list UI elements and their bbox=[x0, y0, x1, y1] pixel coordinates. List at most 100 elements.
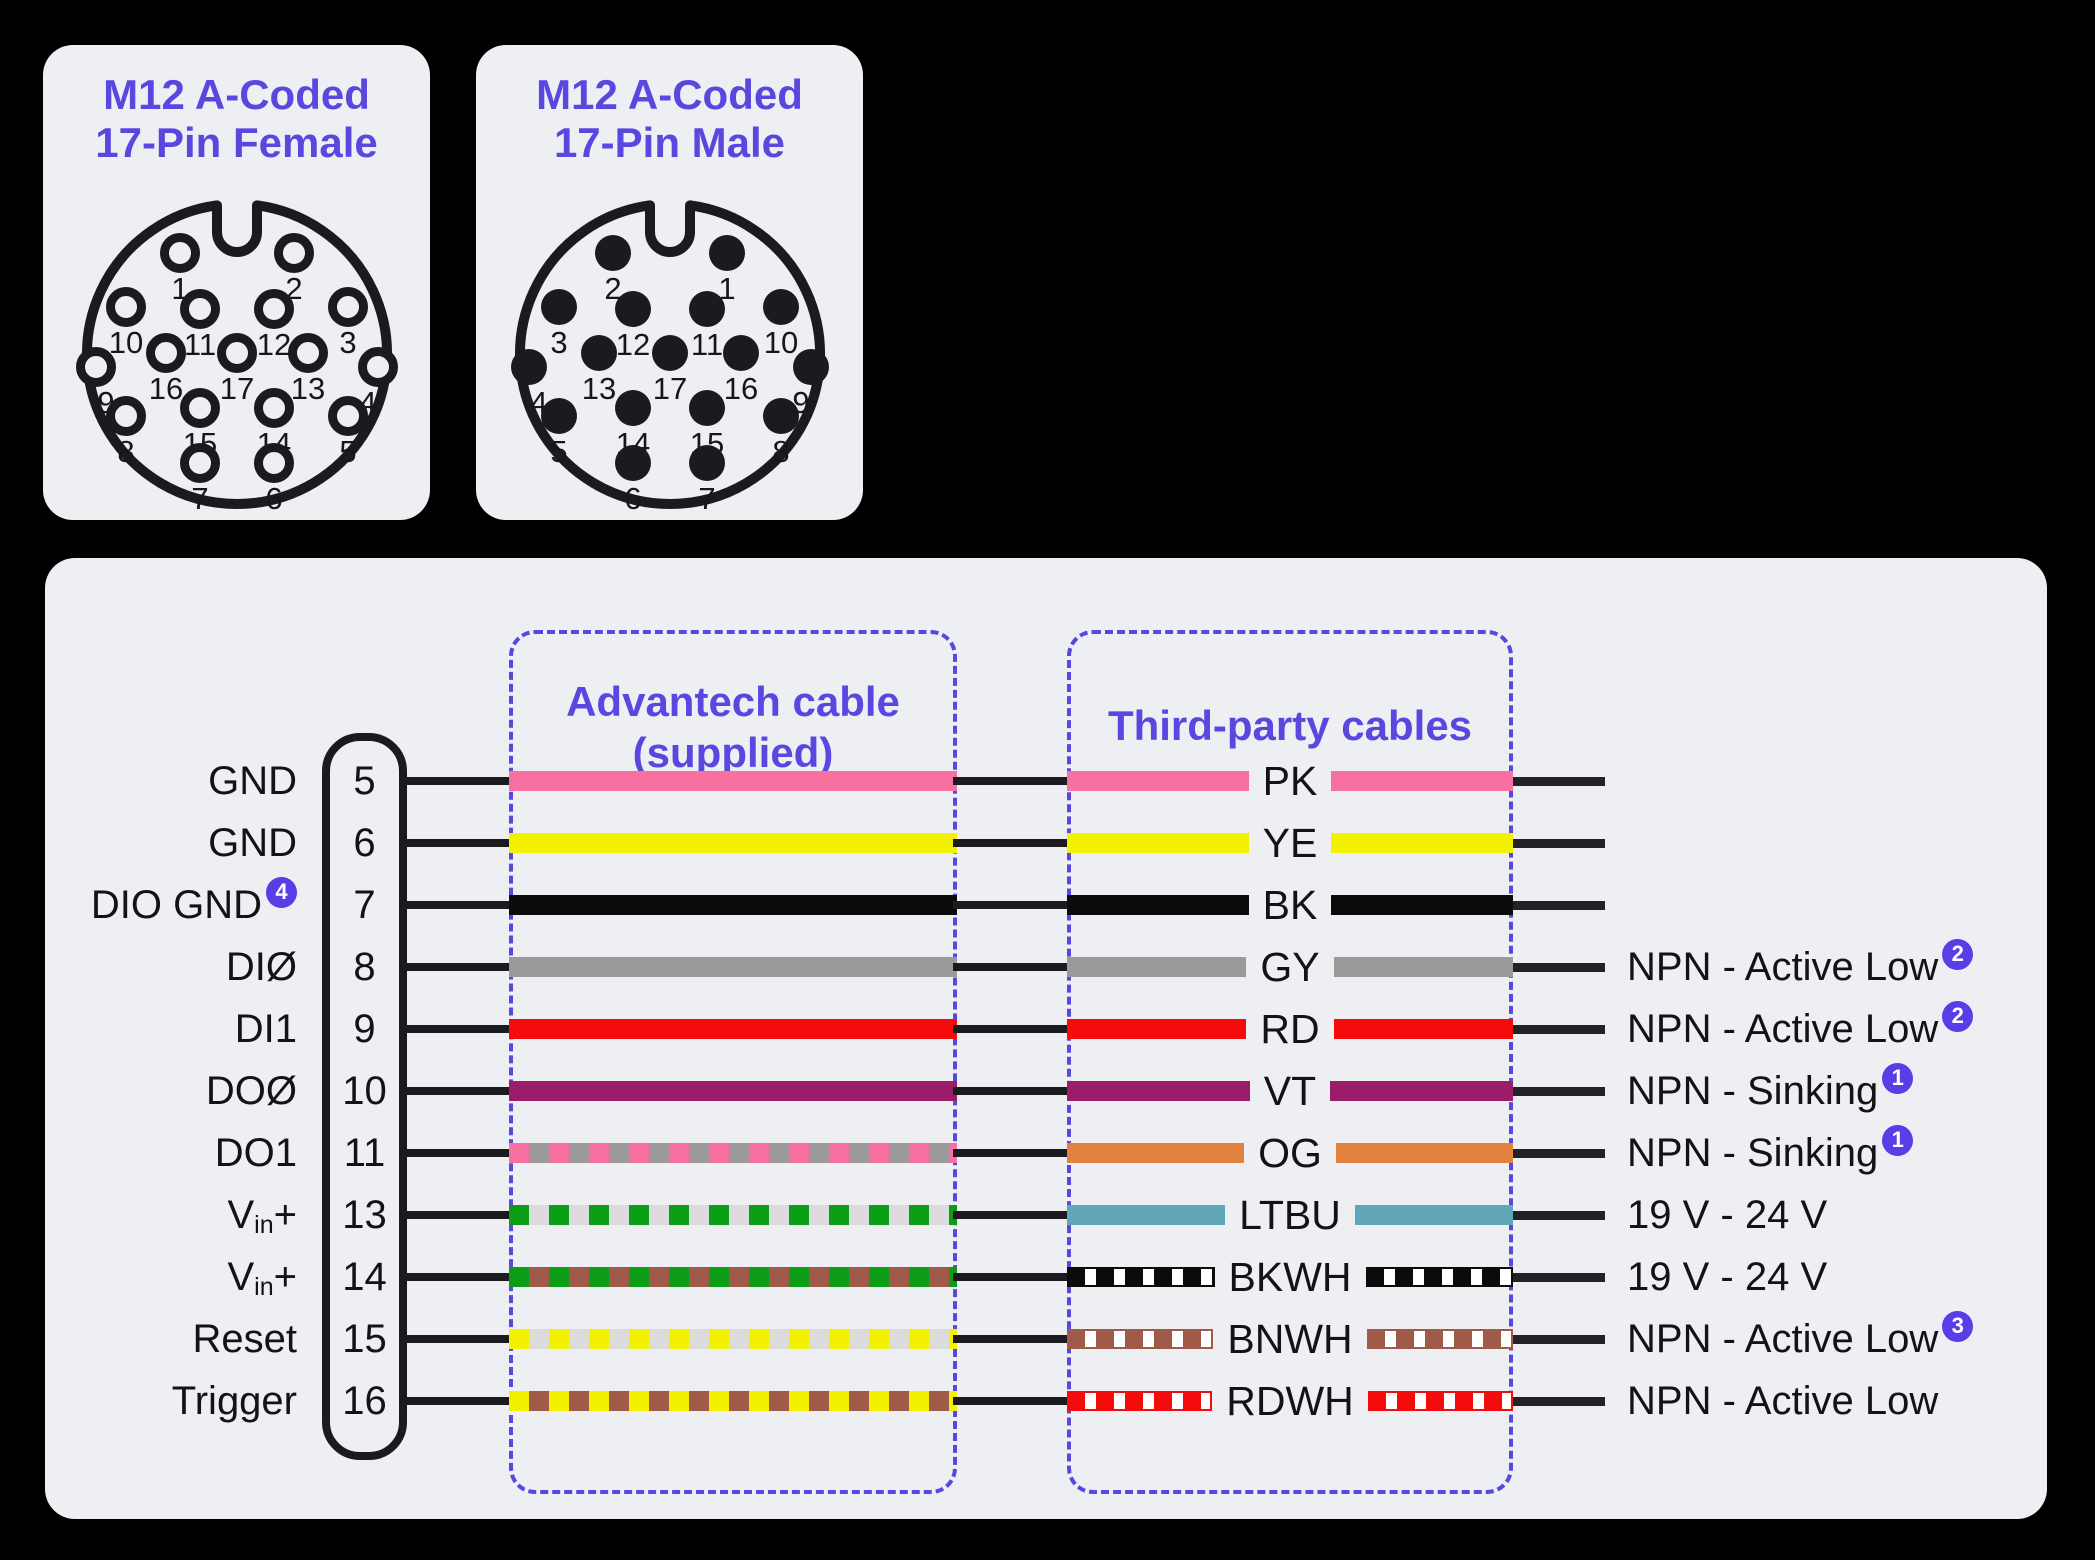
wire-segment-right bbox=[1513, 1273, 1605, 1282]
color-code-label: RD bbox=[1260, 1006, 1320, 1052]
third-party-band-right bbox=[1333, 957, 1513, 977]
signal-text: Trigger bbox=[171, 1378, 297, 1423]
advantech-wire-band bbox=[509, 957, 957, 977]
pin-6-label: 6 bbox=[265, 481, 282, 516]
pin-12-label: 12 bbox=[257, 327, 291, 362]
wire-segment-middle bbox=[953, 1397, 1069, 1405]
pin-7-contact bbox=[689, 445, 725, 481]
connector-card-male: M12 A-Coded 17-Pin Male 2 1 3 12 11 10 4 13 17 16… bbox=[476, 45, 863, 520]
wire-segment-left bbox=[400, 1149, 512, 1157]
signal-text: DIO GND bbox=[90, 882, 262, 927]
connector-outline bbox=[82, 200, 392, 509]
pin-number: 15 bbox=[342, 1317, 387, 1361]
signal-type-annotation: 19 V - 24 V bbox=[1627, 1251, 1827, 1303]
pin-11-contact bbox=[689, 291, 725, 327]
wire-segment-middle bbox=[953, 839, 1069, 847]
pin-8-contact bbox=[106, 396, 146, 436]
card-title-female-line2: 17-Pin Female bbox=[95, 119, 378, 167]
advantech-wire-band bbox=[509, 1143, 957, 1163]
pin-number: 7 bbox=[353, 883, 376, 927]
annotation-text: NPN - Active Low bbox=[1627, 1006, 1939, 1051]
third-party-band-left bbox=[1067, 1019, 1247, 1039]
wire-segment-right bbox=[1513, 839, 1605, 848]
wire-segment-left bbox=[400, 963, 512, 971]
advantech-wire-band bbox=[509, 771, 957, 791]
pin-11-label: 11 bbox=[691, 327, 723, 362]
signal-type-annotation: NPN - Active Low 2 bbox=[1627, 938, 1974, 993]
advantech-cable-box-title-line2: (supplied) bbox=[632, 729, 834, 777]
third-party-band-right bbox=[1365, 1267, 1513, 1287]
signal-subscript: in bbox=[254, 1210, 274, 1239]
third-party-box-title: Third-party cables bbox=[1107, 702, 1473, 749]
pin-2-label: 2 bbox=[604, 271, 621, 306]
card-title-male: M12 A-Coded 17-Pin Male bbox=[476, 45, 863, 168]
third-party-band-left bbox=[1067, 1081, 1250, 1101]
pin-15-contact bbox=[180, 388, 220, 428]
third-party-band-right bbox=[1367, 1391, 1513, 1411]
annotation-text: NPN - Sinking bbox=[1627, 1130, 1879, 1175]
pin-16-contact bbox=[723, 335, 759, 371]
third-party-wire-row: BK bbox=[1067, 879, 1514, 931]
advantech-cable-box-title-line1: Advantech cable bbox=[566, 678, 900, 725]
third-party-wire-row: BNWH bbox=[1067, 1313, 1514, 1365]
color-code-label: BKWH bbox=[1228, 1254, 1352, 1300]
wire-segment-middle bbox=[953, 1087, 1069, 1095]
third-party-wire-row: VT bbox=[1067, 1065, 1513, 1117]
third-party-band-right bbox=[1330, 1081, 1513, 1101]
annotation-text: NPN - Sinking bbox=[1627, 1068, 1879, 1113]
color-code-label: BK bbox=[1262, 882, 1318, 928]
connector-face-male-icon: 2 13 12 11 104 13 17 16 95 14 15 86 7 bbox=[511, 200, 829, 516]
signal-type-annotation: NPN - Active Low 3 bbox=[1627, 1310, 1974, 1365]
advantech-wire-band bbox=[509, 895, 957, 915]
annotation-text: NPN - Active Low bbox=[1627, 1378, 1939, 1423]
signal-text: V bbox=[227, 1254, 255, 1299]
pin-2-contact bbox=[595, 235, 631, 271]
third-party-band-right bbox=[1354, 1205, 1514, 1225]
pin-13-contact bbox=[581, 335, 617, 371]
pin-7-label: 7 bbox=[191, 481, 208, 516]
pin-6-contact bbox=[254, 443, 294, 483]
pinout-wiring-panel: Advantech cable (supplied) Third-party c… bbox=[45, 558, 2047, 1519]
pin-17-contact bbox=[652, 335, 688, 371]
advantech-cable-box-title: Advantech cable (supplied) bbox=[509, 676, 957, 778]
card-title-male-line1: M12 A-Coded bbox=[536, 71, 803, 118]
pin-12-label: 12 bbox=[616, 327, 650, 362]
pin-number: 11 bbox=[343, 1131, 386, 1175]
third-party-wire-row: YE bbox=[1067, 817, 1514, 869]
pin-16-contact bbox=[146, 333, 186, 373]
signal-label: DO1 bbox=[215, 1127, 297, 1179]
wire-segment-right bbox=[1513, 1025, 1605, 1034]
pin-8-label: 8 bbox=[117, 434, 134, 469]
third-party-band-right bbox=[1333, 1019, 1513, 1039]
signal-text: DIØ bbox=[225, 944, 297, 989]
signal-label: Reset bbox=[193, 1313, 298, 1365]
third-party-band-right bbox=[1335, 1143, 1514, 1163]
pin-3-label: 3 bbox=[550, 325, 567, 360]
pin-4-contact bbox=[358, 347, 398, 387]
wire-segment-left bbox=[400, 777, 512, 785]
pin-12-contact bbox=[615, 291, 651, 327]
pin-number: 9 bbox=[353, 1007, 376, 1051]
wire-segment-right bbox=[1513, 1397, 1605, 1406]
pin-1-contact bbox=[709, 235, 745, 271]
third-party-band-left bbox=[1067, 771, 1249, 791]
pin-11-contact bbox=[180, 289, 220, 329]
advantech-wire-band bbox=[509, 1391, 957, 1411]
card-title-male-line2: 17-Pin Male bbox=[553, 119, 786, 167]
signal-text: + bbox=[273, 1192, 297, 1237]
pin-16-label: 16 bbox=[724, 371, 758, 406]
pin-12-contact bbox=[254, 289, 294, 329]
advantech-cable-box bbox=[509, 630, 957, 1494]
signal-text: + bbox=[273, 1254, 297, 1299]
pin-9-contact bbox=[76, 347, 116, 387]
signal-label: DIØ bbox=[226, 941, 297, 993]
color-code-label: BNWH bbox=[1227, 1316, 1353, 1362]
signal-type-annotation: NPN - Active Low 2 bbox=[1627, 1000, 1974, 1055]
third-party-wire-row: RDWH bbox=[1067, 1375, 1513, 1427]
color-code-label: OG bbox=[1258, 1130, 1322, 1176]
third-party-wire-row: BKWH bbox=[1067, 1251, 1513, 1303]
wire-segment-left bbox=[400, 1335, 512, 1343]
signal-label: DI1 bbox=[235, 1003, 297, 1055]
pin-number: 8 bbox=[353, 945, 376, 989]
advantech-wire-band bbox=[509, 1267, 957, 1287]
